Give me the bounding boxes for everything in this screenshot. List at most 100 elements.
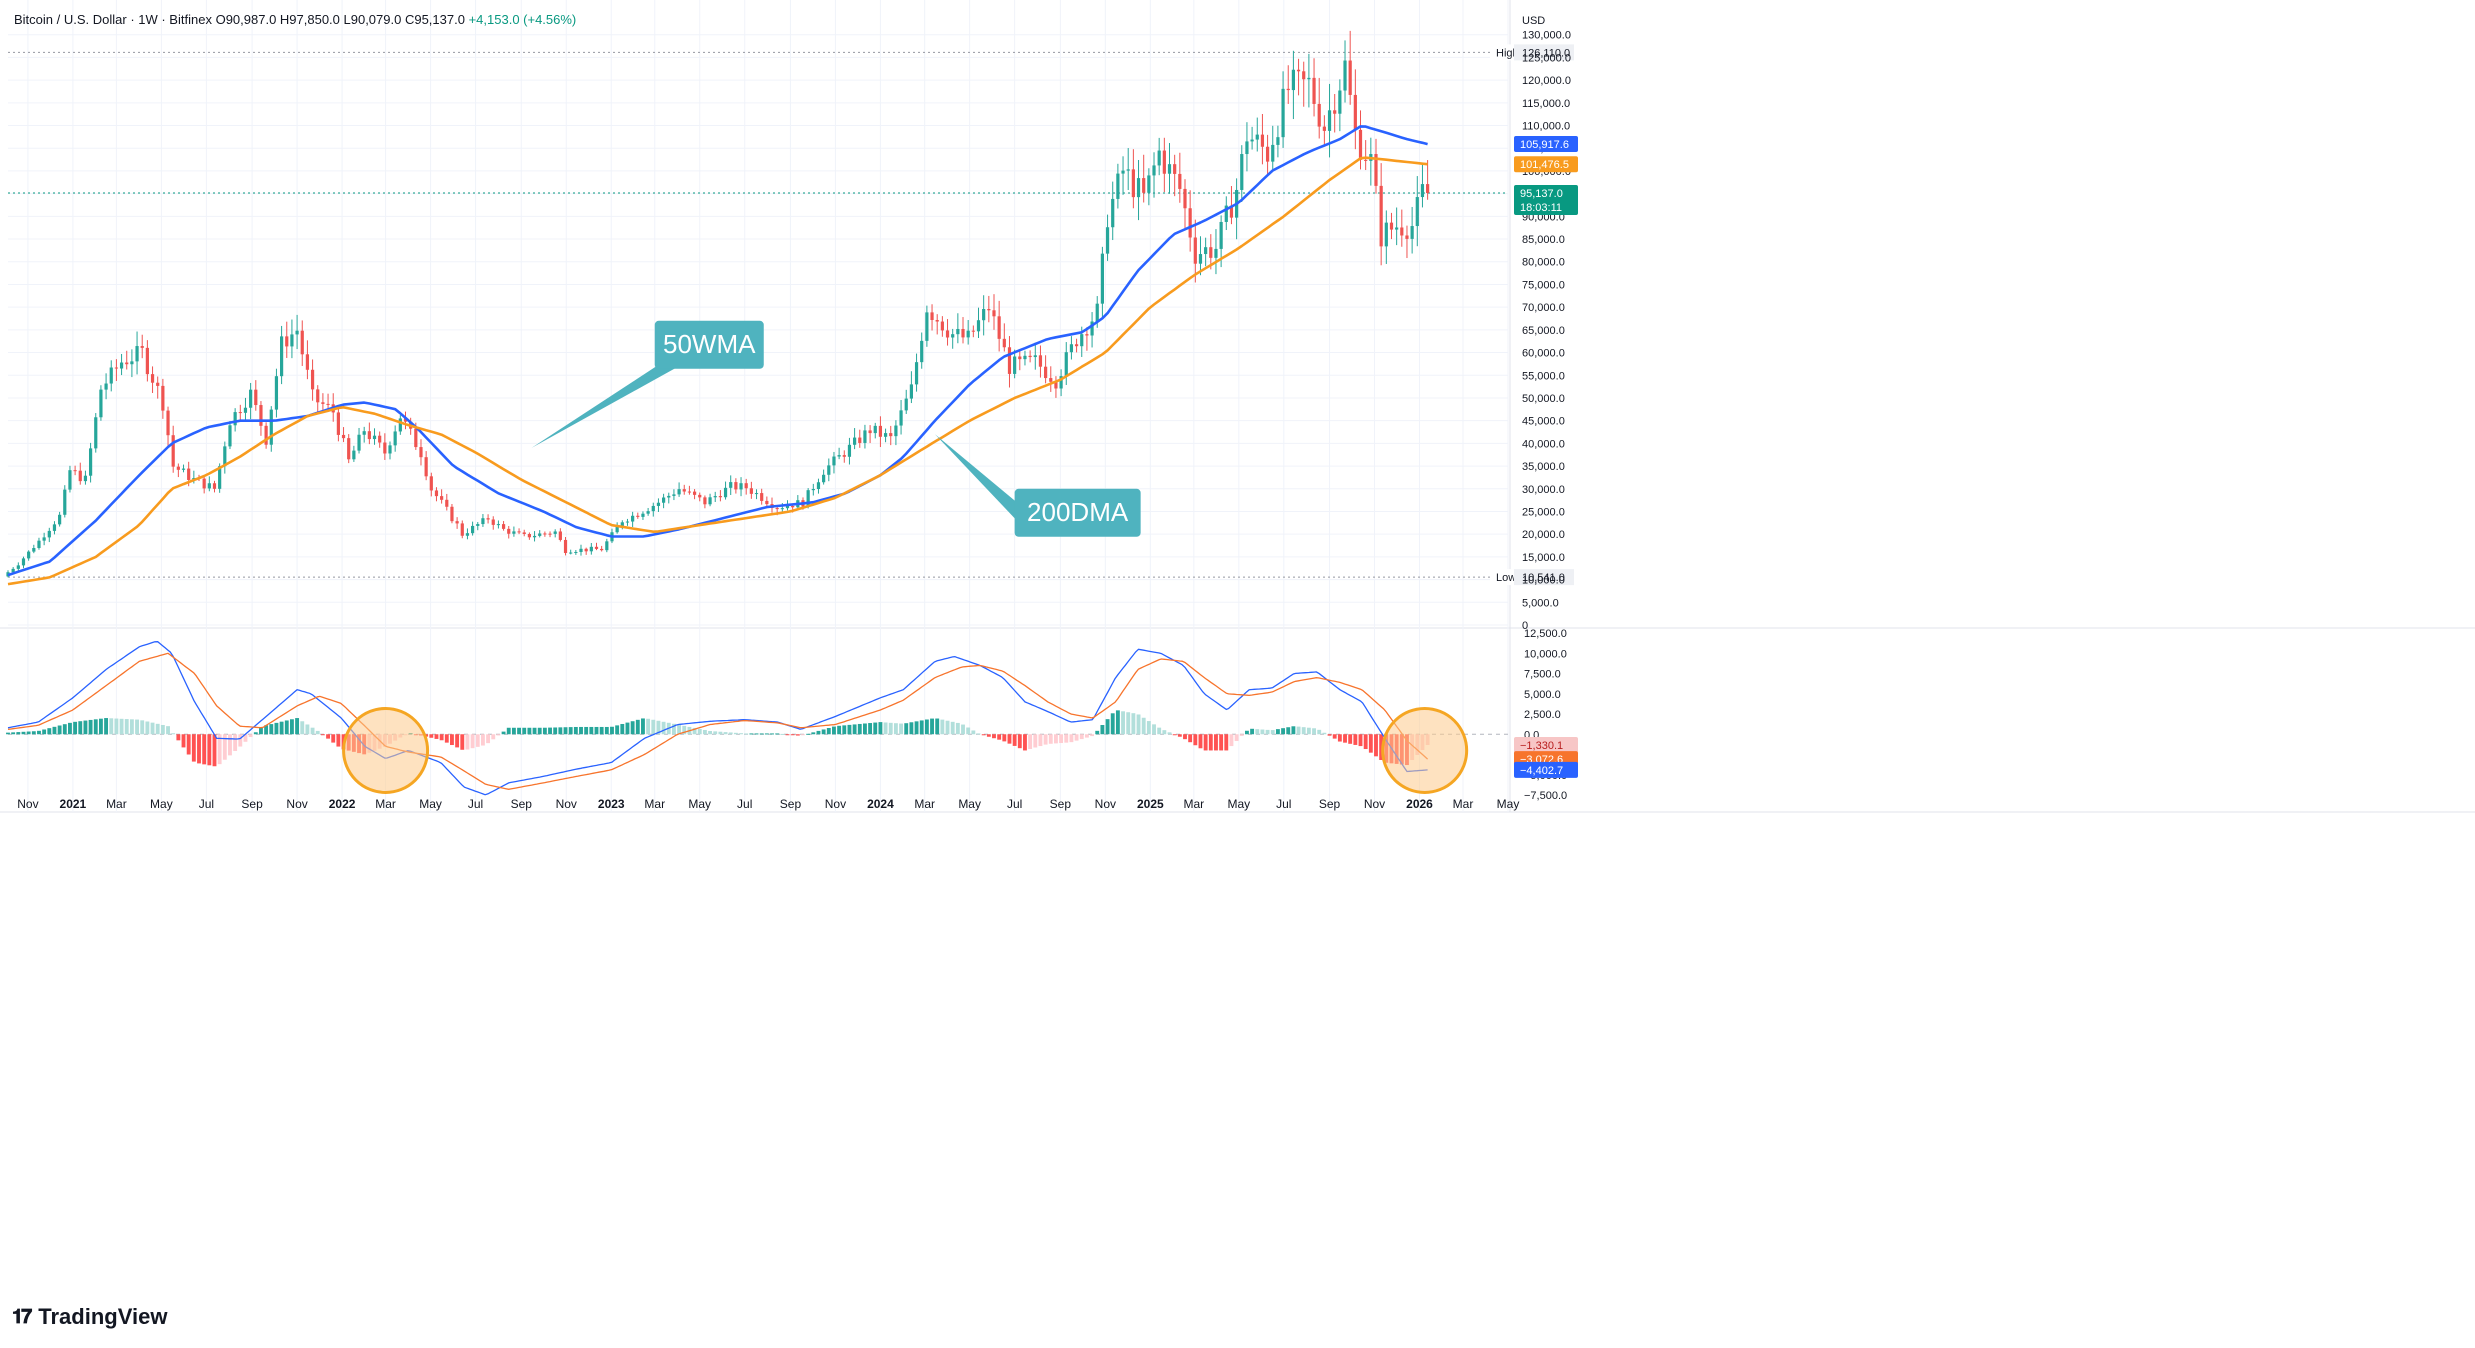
histogram-bar — [6, 732, 10, 735]
histogram-bar — [873, 722, 878, 735]
candle-body — [579, 548, 583, 552]
candle-body — [414, 428, 418, 448]
candle-body — [600, 548, 604, 551]
candle-body — [1333, 110, 1337, 114]
candle-body — [935, 319, 939, 322]
candle-body — [1353, 94, 1357, 130]
histogram-bar — [295, 718, 300, 735]
candle-body — [847, 444, 852, 457]
histogram-bar — [470, 734, 475, 749]
histogram-bar — [1250, 728, 1255, 735]
candle-body — [718, 496, 722, 498]
histogram-bar — [914, 721, 919, 735]
macd-y-tick-label: 10,000.0 — [1524, 648, 1567, 660]
y-tick-label: 80,000.0 — [1522, 257, 1565, 269]
histogram-bar — [909, 722, 914, 735]
candle-body — [1265, 146, 1270, 162]
x-tick-label: Jul — [468, 797, 483, 811]
candle-body — [1157, 150, 1161, 166]
candle-body — [403, 418, 408, 422]
macd-y-tick-label: 5,000.0 — [1524, 689, 1561, 701]
histogram-bar — [723, 732, 728, 735]
x-tick-label: Jul — [1007, 797, 1022, 811]
histogram-bar — [754, 733, 759, 735]
x-tick-label: Sep — [780, 797, 802, 811]
macd-y-tick-label: 2,500.0 — [1524, 709, 1561, 721]
y-tick-label: 70,000.0 — [1522, 302, 1565, 314]
histogram-bar — [104, 718, 109, 735]
candle-body — [1224, 205, 1228, 222]
histogram-bar — [444, 734, 449, 743]
histogram-bar — [1312, 728, 1316, 735]
histogram-bar — [1368, 734, 1373, 753]
candle-body — [873, 425, 877, 434]
candle-body — [899, 410, 903, 426]
histogram-bar — [604, 726, 609, 735]
histogram-bar — [62, 724, 67, 735]
histogram-bar — [1291, 726, 1296, 735]
candle-body — [16, 565, 20, 569]
histogram-bar — [320, 734, 325, 736]
candle-body — [1173, 164, 1177, 174]
candle-body — [1126, 169, 1130, 171]
y-tick-label: 75,000.0 — [1522, 279, 1565, 291]
histogram-bar — [692, 727, 697, 735]
histogram-bar — [1198, 734, 1203, 749]
histogram-bar — [460, 734, 465, 750]
histogram-bar — [1214, 734, 1218, 751]
histogram-bar — [274, 722, 279, 735]
candle-body — [1348, 60, 1352, 95]
candle-body — [863, 430, 867, 443]
candle-body — [563, 539, 568, 554]
candle-body — [605, 541, 609, 551]
x-tick-label: Mar — [375, 797, 396, 811]
histogram-bar — [98, 718, 103, 735]
candle-body — [760, 493, 764, 501]
ohlc-values: O90,987.0 H97,850.0 L90,079.0 C95,137.0 — [215, 12, 465, 27]
histogram-bar — [749, 733, 754, 735]
candle-body — [1327, 110, 1332, 131]
candle-body — [1090, 321, 1094, 336]
tradingview-logo[interactable]: 𝟏𝟕 TradingView — [12, 1304, 167, 1330]
histogram-bar — [259, 727, 263, 735]
candle-body — [316, 389, 320, 403]
candle-body — [223, 446, 227, 467]
histogram-bar — [981, 734, 986, 736]
histogram-bar — [243, 734, 248, 742]
histogram-bar — [1053, 734, 1058, 744]
histogram-bar — [893, 723, 898, 735]
histogram-bar — [935, 718, 940, 735]
candle-body — [476, 524, 480, 526]
histogram-bar — [697, 728, 702, 735]
macd-y-tick-label: 7,500.0 — [1524, 669, 1561, 681]
candle-body — [780, 508, 784, 510]
histogram-bar — [1084, 734, 1089, 738]
x-tick-label: May — [1227, 797, 1250, 811]
histogram-bar — [728, 732, 733, 735]
x-tick-label: Mar — [644, 797, 665, 811]
candle-body — [383, 442, 387, 454]
histogram-bar — [950, 721, 955, 735]
histogram-bar — [1343, 734, 1347, 743]
x-tick-label: 2024 — [867, 797, 894, 811]
histogram-bar — [589, 726, 594, 735]
histogram-bar — [1183, 734, 1187, 740]
high-label: High — [1496, 47, 1519, 59]
macd-y-tick-label: −7,500.0 — [1524, 790, 1567, 802]
histogram-bar — [615, 725, 620, 735]
candle-body — [341, 434, 346, 439]
candle-body — [527, 534, 531, 538]
line-200dma — [7, 156, 1428, 586]
candle-body — [362, 431, 366, 435]
candle-body — [486, 518, 490, 520]
candle-body — [558, 531, 562, 540]
histogram-bar — [1322, 732, 1327, 735]
y-tick-label: 40,000.0 — [1522, 438, 1565, 450]
candle-body — [68, 470, 72, 490]
price-tag-sublabel: 18:03:11 — [1520, 202, 1562, 214]
histogram-bar — [1296, 726, 1301, 735]
candle-body — [682, 489, 686, 492]
histogram-bar — [579, 726, 583, 735]
